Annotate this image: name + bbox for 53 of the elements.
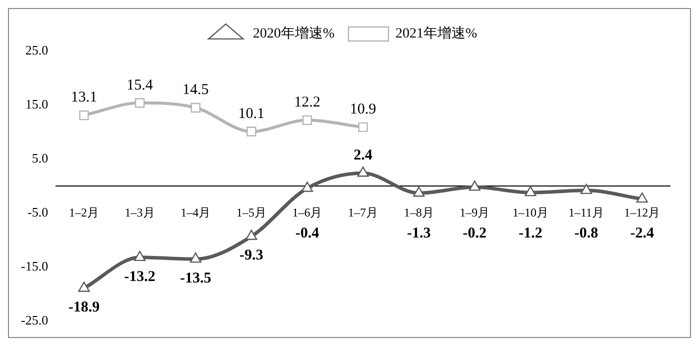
data-label: 10.9 (350, 102, 376, 118)
data-label: -0.2 (462, 225, 487, 242)
point (302, 115, 312, 126)
x-tick-label: 1–4月 (180, 205, 211, 220)
y-tick-label: -15.0 (20, 258, 48, 274)
point (134, 98, 145, 108)
point (358, 122, 368, 132)
x-tick-label: 1–11月 (568, 205, 604, 220)
legend-label: 2020年增速% (252, 26, 335, 42)
x-tick-label: 1–2月 (68, 205, 99, 220)
point (468, 180, 480, 191)
point (78, 282, 90, 292)
data-label: -2.4 (630, 225, 654, 242)
data-label: 2.4 (354, 148, 373, 164)
point (79, 110, 89, 120)
data-label: 15.4 (126, 77, 154, 94)
x-tick-label: 1–9月 (460, 205, 490, 220)
point (246, 126, 256, 136)
point (301, 182, 314, 192)
data-label: -13.2 (124, 268, 156, 285)
data-label: 13.1 (70, 90, 98, 106)
legend-label: 2021年增速% (396, 26, 478, 42)
y-tick-label: -25.0 (20, 312, 48, 328)
x-tick-label: 1–5月 (236, 205, 266, 220)
point (190, 102, 200, 113)
data-label: 12.2 (294, 94, 320, 111)
x-tick-label: 1–3月 (124, 205, 155, 220)
point (134, 250, 146, 262)
y-tick-label: 25.0 (25, 42, 48, 58)
data-label: -1.2 (518, 225, 542, 242)
point (580, 184, 592, 194)
data-label: 14.5 (182, 82, 209, 98)
point (524, 186, 536, 196)
x-tick-label: 1–10月 (512, 205, 548, 220)
data-label: 10.1 (238, 106, 265, 122)
data-label: -9.3 (240, 248, 264, 264)
x-tick-label: 1–12月 (624, 205, 660, 220)
y-tick-label: 5.0 (32, 150, 48, 166)
y-tick-label: 15.0 (25, 96, 48, 112)
x-tick-label: 1–7月 (348, 205, 378, 220)
x-tick-label: 1–6月 (292, 205, 322, 220)
y-tick-label: -5.0 (27, 204, 48, 220)
data-label: -1.3 (406, 225, 431, 242)
point (246, 230, 258, 240)
data-label: -0.8 (574, 225, 598, 242)
data-label: -0.4 (295, 225, 320, 242)
point (636, 192, 648, 203)
x-tick-label: 1–8月 (404, 205, 434, 220)
point (190, 252, 202, 263)
data-label: -18.9 (68, 300, 100, 316)
data-label: -13.5 (180, 270, 212, 286)
point (357, 166, 369, 177)
point (413, 186, 425, 197)
